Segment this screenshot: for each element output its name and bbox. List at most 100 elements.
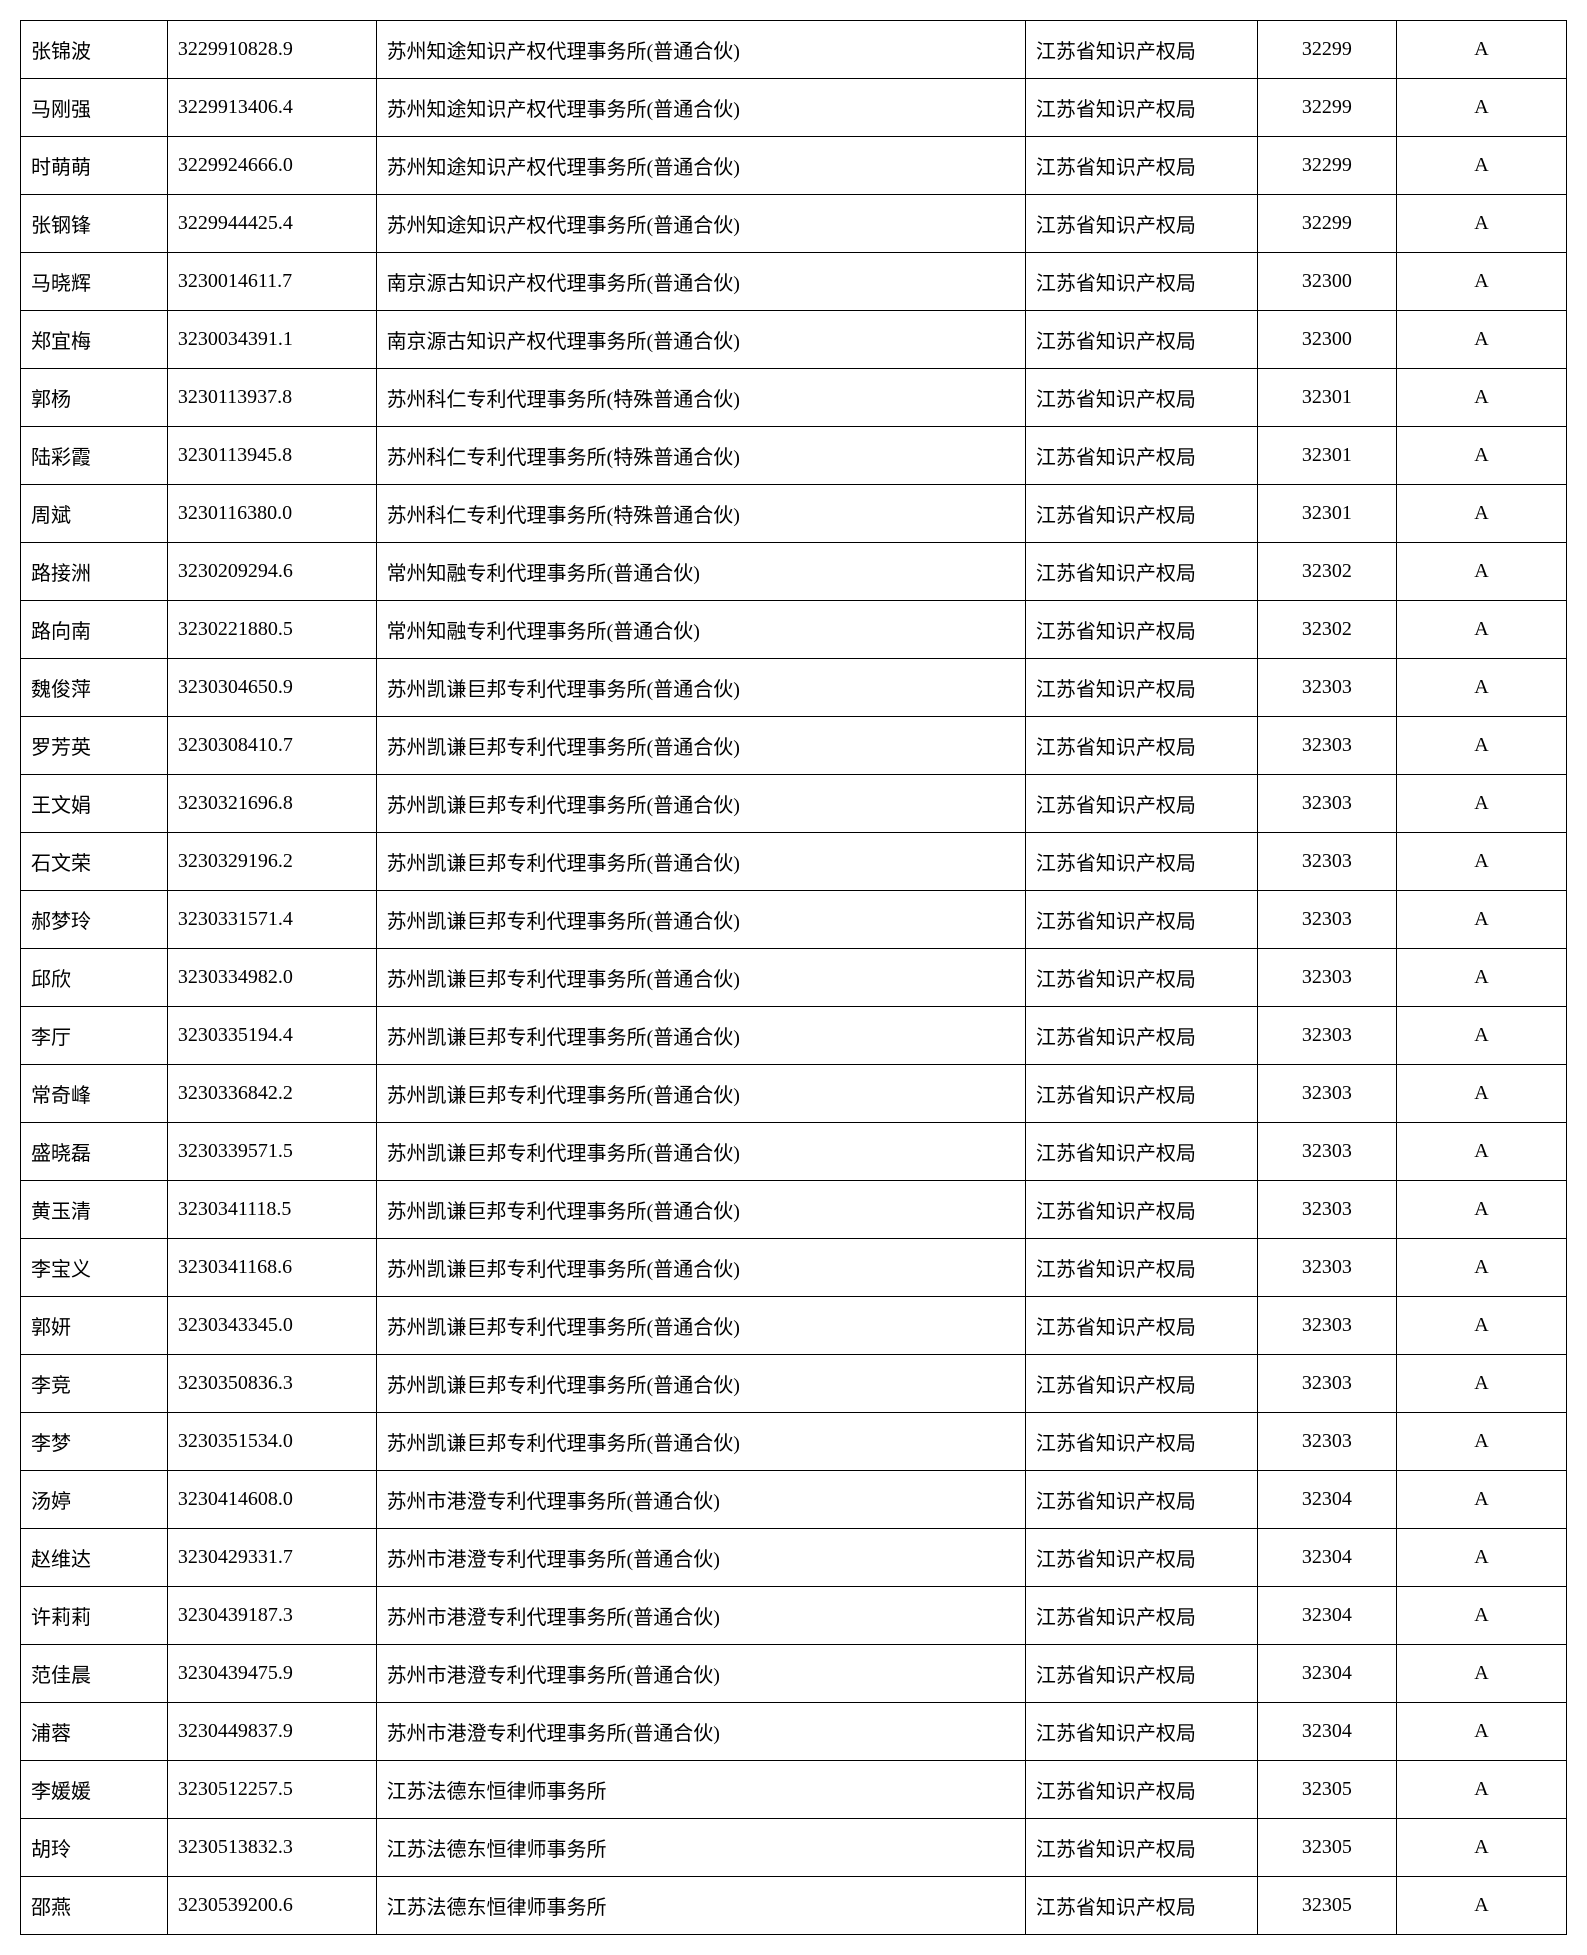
table-row: 路接洲3230209294.6常州知融专利代理事务所(普通合伙)江苏省知识产权局… [21, 543, 1567, 601]
cell-agency: 常州知融专利代理事务所(普通合伙) [376, 543, 1025, 601]
table-row: 范佳晨3230439475.9苏州市港澄专利代理事务所(普通合伙)江苏省知识产权… [21, 1645, 1567, 1703]
table-row: 李厅3230335194.4苏州凯谦巨邦专利代理事务所(普通合伙)江苏省知识产权… [21, 1007, 1567, 1065]
cell-bureau: 江苏省知识产权局 [1025, 1007, 1257, 1065]
cell-id: 3230334982.0 [167, 949, 376, 1007]
cell-bureau: 江苏省知识产权局 [1025, 1355, 1257, 1413]
cell-agency: 江苏法德东恒律师事务所 [376, 1819, 1025, 1877]
cell-agency: 苏州凯谦巨邦专利代理事务所(普通合伙) [376, 1007, 1025, 1065]
cell-agency: 苏州凯谦巨邦专利代理事务所(普通合伙) [376, 891, 1025, 949]
table-row: 常奇峰3230336842.2苏州凯谦巨邦专利代理事务所(普通合伙)江苏省知识产… [21, 1065, 1567, 1123]
cell-id: 3230339571.5 [167, 1123, 376, 1181]
cell-grade: A [1396, 253, 1566, 311]
cell-grade: A [1396, 891, 1566, 949]
cell-grade: A [1396, 1065, 1566, 1123]
table-row: 李梦3230351534.0苏州凯谦巨邦专利代理事务所(普通合伙)江苏省知识产权… [21, 1413, 1567, 1471]
cell-code: 32304 [1257, 1587, 1396, 1645]
cell-agency: 苏州知途知识产权代理事务所(普通合伙) [376, 79, 1025, 137]
cell-id: 3230343345.0 [167, 1297, 376, 1355]
table-row: 张钢锋3229944425.4苏州知途知识产权代理事务所(普通合伙)江苏省知识产… [21, 195, 1567, 253]
table-row: 马刚强3229913406.4苏州知途知识产权代理事务所(普通合伙)江苏省知识产… [21, 79, 1567, 137]
cell-agency: 苏州市港澄专利代理事务所(普通合伙) [376, 1471, 1025, 1529]
cell-bureau: 江苏省知识产权局 [1025, 1471, 1257, 1529]
table-row: 郭杨3230113937.8苏州科仁专利代理事务所(特殊普通合伙)江苏省知识产权… [21, 369, 1567, 427]
cell-id: 3230034391.1 [167, 311, 376, 369]
cell-grade: A [1396, 137, 1566, 195]
cell-name: 浦蓉 [21, 1703, 168, 1761]
cell-name: 魏俊萍 [21, 659, 168, 717]
cell-grade: A [1396, 775, 1566, 833]
cell-bureau: 江苏省知识产权局 [1025, 79, 1257, 137]
table-row: 郭妍3230343345.0苏州凯谦巨邦专利代理事务所(普通合伙)江苏省知识产权… [21, 1297, 1567, 1355]
cell-code: 32299 [1257, 21, 1396, 79]
cell-code: 32303 [1257, 1355, 1396, 1413]
cell-grade: A [1396, 1413, 1566, 1471]
cell-grade: A [1396, 1819, 1566, 1877]
cell-agency: 苏州凯谦巨邦专利代理事务所(普通合伙) [376, 659, 1025, 717]
cell-id: 3230351534.0 [167, 1413, 376, 1471]
cell-bureau: 江苏省知识产权局 [1025, 1239, 1257, 1297]
cell-bureau: 江苏省知识产权局 [1025, 891, 1257, 949]
cell-id: 3230331571.4 [167, 891, 376, 949]
cell-code: 32303 [1257, 949, 1396, 1007]
cell-agency: 苏州市港澄专利代理事务所(普通合伙) [376, 1645, 1025, 1703]
cell-id: 3230414608.0 [167, 1471, 376, 1529]
cell-agency: 苏州凯谦巨邦专利代理事务所(普通合伙) [376, 949, 1025, 1007]
cell-code: 32303 [1257, 1065, 1396, 1123]
cell-id: 3230350836.3 [167, 1355, 376, 1413]
cell-grade: A [1396, 659, 1566, 717]
cell-name: 路向南 [21, 601, 168, 659]
table-row: 魏俊萍3230304650.9苏州凯谦巨邦专利代理事务所(普通合伙)江苏省知识产… [21, 659, 1567, 717]
cell-name: 李宝义 [21, 1239, 168, 1297]
cell-grade: A [1396, 311, 1566, 369]
cell-agency: 苏州科仁专利代理事务所(特殊普通合伙) [376, 369, 1025, 427]
table-row: 汤婷3230414608.0苏州市港澄专利代理事务所(普通合伙)江苏省知识产权局… [21, 1471, 1567, 1529]
cell-grade: A [1396, 79, 1566, 137]
cell-grade: A [1396, 1123, 1566, 1181]
cell-id: 3230221880.5 [167, 601, 376, 659]
cell-agency: 苏州市港澄专利代理事务所(普通合伙) [376, 1587, 1025, 1645]
table-row: 石文荣3230329196.2苏州凯谦巨邦专利代理事务所(普通合伙)江苏省知识产… [21, 833, 1567, 891]
table-row: 邱欣3230334982.0苏州凯谦巨邦专利代理事务所(普通合伙)江苏省知识产权… [21, 949, 1567, 1007]
cell-bureau: 江苏省知识产权局 [1025, 1703, 1257, 1761]
cell-agency: 苏州凯谦巨邦专利代理事务所(普通合伙) [376, 1413, 1025, 1471]
cell-id: 3229924666.0 [167, 137, 376, 195]
cell-code: 32303 [1257, 717, 1396, 775]
cell-grade: A [1396, 1355, 1566, 1413]
cell-grade: A [1396, 1645, 1566, 1703]
cell-agency: 苏州市港澄专利代理事务所(普通合伙) [376, 1529, 1025, 1587]
cell-code: 32299 [1257, 137, 1396, 195]
table-row: 路向南3230221880.5常州知融专利代理事务所(普通合伙)江苏省知识产权局… [21, 601, 1567, 659]
table-row: 李宝义3230341168.6苏州凯谦巨邦专利代理事务所(普通合伙)江苏省知识产… [21, 1239, 1567, 1297]
cell-grade: A [1396, 369, 1566, 427]
cell-code: 32303 [1257, 775, 1396, 833]
cell-name: 胡玲 [21, 1819, 168, 1877]
cell-code: 32303 [1257, 1007, 1396, 1065]
cell-code: 32303 [1257, 1123, 1396, 1181]
cell-grade: A [1396, 1587, 1566, 1645]
table-row: 李竞3230350836.3苏州凯谦巨邦专利代理事务所(普通合伙)江苏省知识产权… [21, 1355, 1567, 1413]
cell-id: 3230341168.6 [167, 1239, 376, 1297]
cell-id: 3230513832.3 [167, 1819, 376, 1877]
cell-bureau: 江苏省知识产权局 [1025, 485, 1257, 543]
table-row: 赵维达3230429331.7苏州市港澄专利代理事务所(普通合伙)江苏省知识产权… [21, 1529, 1567, 1587]
table-row: 黄玉清3230341118.5苏州凯谦巨邦专利代理事务所(普通合伙)江苏省知识产… [21, 1181, 1567, 1239]
cell-code: 32305 [1257, 1761, 1396, 1819]
cell-bureau: 江苏省知识产权局 [1025, 1181, 1257, 1239]
cell-id: 3230336842.2 [167, 1065, 376, 1123]
cell-agency: 苏州知途知识产权代理事务所(普通合伙) [376, 137, 1025, 195]
cell-bureau: 江苏省知识产权局 [1025, 775, 1257, 833]
cell-name: 黄玉清 [21, 1181, 168, 1239]
cell-code: 32303 [1257, 1181, 1396, 1239]
cell-name: 时萌萌 [21, 137, 168, 195]
cell-name: 郭妍 [21, 1297, 168, 1355]
cell-code: 32303 [1257, 891, 1396, 949]
table-row: 盛晓磊3230339571.5苏州凯谦巨邦专利代理事务所(普通合伙)江苏省知识产… [21, 1123, 1567, 1181]
table-row: 周斌3230116380.0苏州科仁专利代理事务所(特殊普通合伙)江苏省知识产权… [21, 485, 1567, 543]
cell-id: 3229910828.9 [167, 21, 376, 79]
cell-code: 32299 [1257, 195, 1396, 253]
cell-id: 3230539200.6 [167, 1877, 376, 1935]
cell-name: 罗芳英 [21, 717, 168, 775]
cell-id: 3230439187.3 [167, 1587, 376, 1645]
cell-bureau: 江苏省知识产权局 [1025, 369, 1257, 427]
cell-id: 3230304650.9 [167, 659, 376, 717]
